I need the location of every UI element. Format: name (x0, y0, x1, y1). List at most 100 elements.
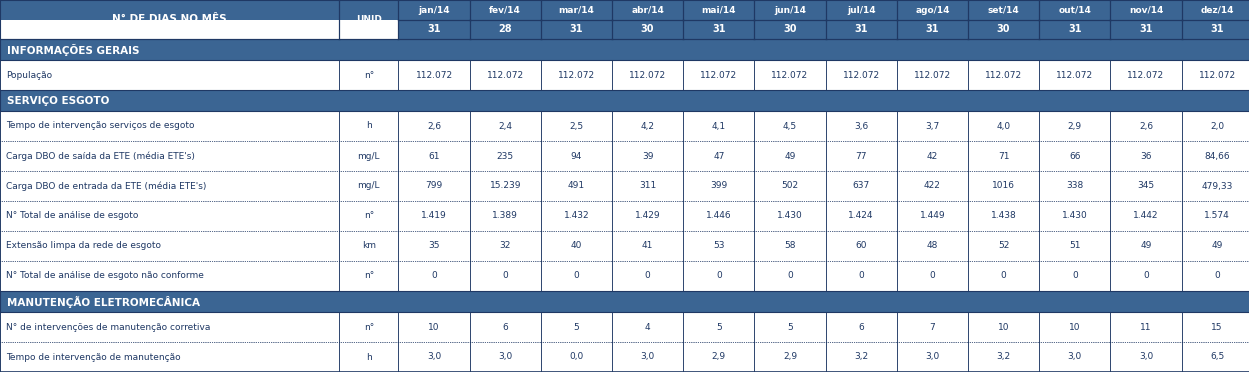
Text: 1.442: 1.442 (1133, 212, 1159, 221)
Bar (968, 312, 1039, 342)
Text: 0: 0 (929, 272, 936, 280)
Text: 6: 6 (858, 323, 864, 331)
Bar (0, 39, 1249, 60)
Text: 112.072: 112.072 (985, 71, 1022, 80)
Text: 1.574: 1.574 (1204, 212, 1230, 221)
Bar (1182, 312, 1249, 342)
Bar (683, 171, 754, 201)
Text: População: População (6, 71, 52, 80)
Bar (541, 312, 612, 342)
Text: 32: 32 (500, 241, 511, 250)
Bar (0, 60, 338, 90)
Bar (826, 171, 897, 201)
Text: jan/14: jan/14 (418, 6, 450, 15)
Text: h: h (366, 122, 372, 131)
Bar (612, 231, 683, 261)
Text: 0: 0 (716, 272, 722, 280)
Text: 31: 31 (854, 25, 868, 35)
Text: 3,0: 3,0 (641, 353, 654, 362)
Text: 40: 40 (571, 241, 582, 250)
Bar (1039, 171, 1110, 201)
Text: 112.072: 112.072 (701, 71, 737, 80)
Bar (612, 111, 683, 141)
Text: INFORMAÇÕES GERAIS: INFORMAÇÕES GERAIS (7, 44, 140, 55)
Bar (338, 171, 398, 201)
Bar (1182, 0, 1249, 20)
Text: 112.072: 112.072 (843, 71, 879, 80)
Text: 3,2: 3,2 (854, 353, 868, 362)
Text: 0: 0 (431, 272, 437, 280)
Bar (826, 201, 897, 231)
Text: 11: 11 (1140, 323, 1152, 331)
Bar (968, 60, 1039, 90)
Bar (398, 20, 470, 39)
Bar (338, 201, 398, 231)
Text: 51: 51 (1069, 241, 1080, 250)
Text: mai/14: mai/14 (702, 6, 736, 15)
Text: n°: n° (363, 272, 373, 280)
Bar (1039, 20, 1110, 39)
Text: 112.072: 112.072 (558, 71, 595, 80)
Bar (338, 261, 398, 291)
Bar (683, 261, 754, 291)
Bar (470, 231, 541, 261)
Text: 10: 10 (428, 323, 440, 331)
Text: 10: 10 (1069, 323, 1080, 331)
Text: 10: 10 (998, 323, 1009, 331)
Text: 112.072: 112.072 (772, 71, 808, 80)
Bar (1182, 111, 1249, 141)
Bar (1039, 261, 1110, 291)
Bar (897, 201, 968, 231)
Text: fev/14: fev/14 (490, 6, 521, 15)
Bar (1182, 20, 1249, 39)
Text: 3,6: 3,6 (854, 122, 868, 131)
Text: 31: 31 (926, 25, 939, 35)
Text: 1.424: 1.424 (848, 212, 874, 221)
Text: 5: 5 (787, 323, 793, 331)
Text: 3,0: 3,0 (1139, 353, 1153, 362)
Bar (541, 261, 612, 291)
Text: 58: 58 (784, 241, 796, 250)
Text: 2,6: 2,6 (1139, 122, 1153, 131)
Bar (897, 171, 968, 201)
Text: jul/14: jul/14 (847, 6, 876, 15)
Bar (897, 111, 968, 141)
Bar (826, 0, 897, 20)
Text: 112.072: 112.072 (1057, 71, 1093, 80)
Bar (1182, 261, 1249, 291)
Bar (968, 231, 1039, 261)
Bar (897, 231, 968, 261)
Bar (683, 111, 754, 141)
Text: 61: 61 (428, 151, 440, 160)
Bar (826, 141, 897, 171)
Text: 42: 42 (927, 151, 938, 160)
Text: n°: n° (363, 71, 373, 80)
Bar (541, 201, 612, 231)
Text: 31: 31 (1210, 25, 1224, 35)
Text: Extensão limpa da rede de esgoto: Extensão limpa da rede de esgoto (6, 241, 161, 250)
Text: 0: 0 (787, 272, 793, 280)
Bar (338, 231, 398, 261)
Text: 1.429: 1.429 (634, 212, 661, 221)
Bar (470, 312, 541, 342)
Bar (968, 0, 1039, 20)
Bar (0, 141, 338, 171)
Text: 399: 399 (711, 182, 727, 190)
Bar (612, 312, 683, 342)
Text: 31: 31 (570, 25, 583, 35)
Bar (754, 342, 826, 372)
Bar (470, 0, 541, 20)
Text: 112.072: 112.072 (1128, 71, 1164, 80)
Text: 637: 637 (853, 182, 869, 190)
Bar (754, 141, 826, 171)
Text: n°: n° (363, 323, 373, 331)
Text: 2,5: 2,5 (570, 122, 583, 131)
Bar (0, 171, 338, 201)
Text: 7: 7 (929, 323, 936, 331)
Bar (968, 171, 1039, 201)
Text: Tempo de intervenção serviços de esgoto: Tempo de intervenção serviços de esgoto (6, 122, 195, 131)
Text: 3,0: 3,0 (926, 353, 939, 362)
Text: 31: 31 (1068, 25, 1082, 35)
Bar (1039, 0, 1110, 20)
Text: 5: 5 (573, 323, 580, 331)
